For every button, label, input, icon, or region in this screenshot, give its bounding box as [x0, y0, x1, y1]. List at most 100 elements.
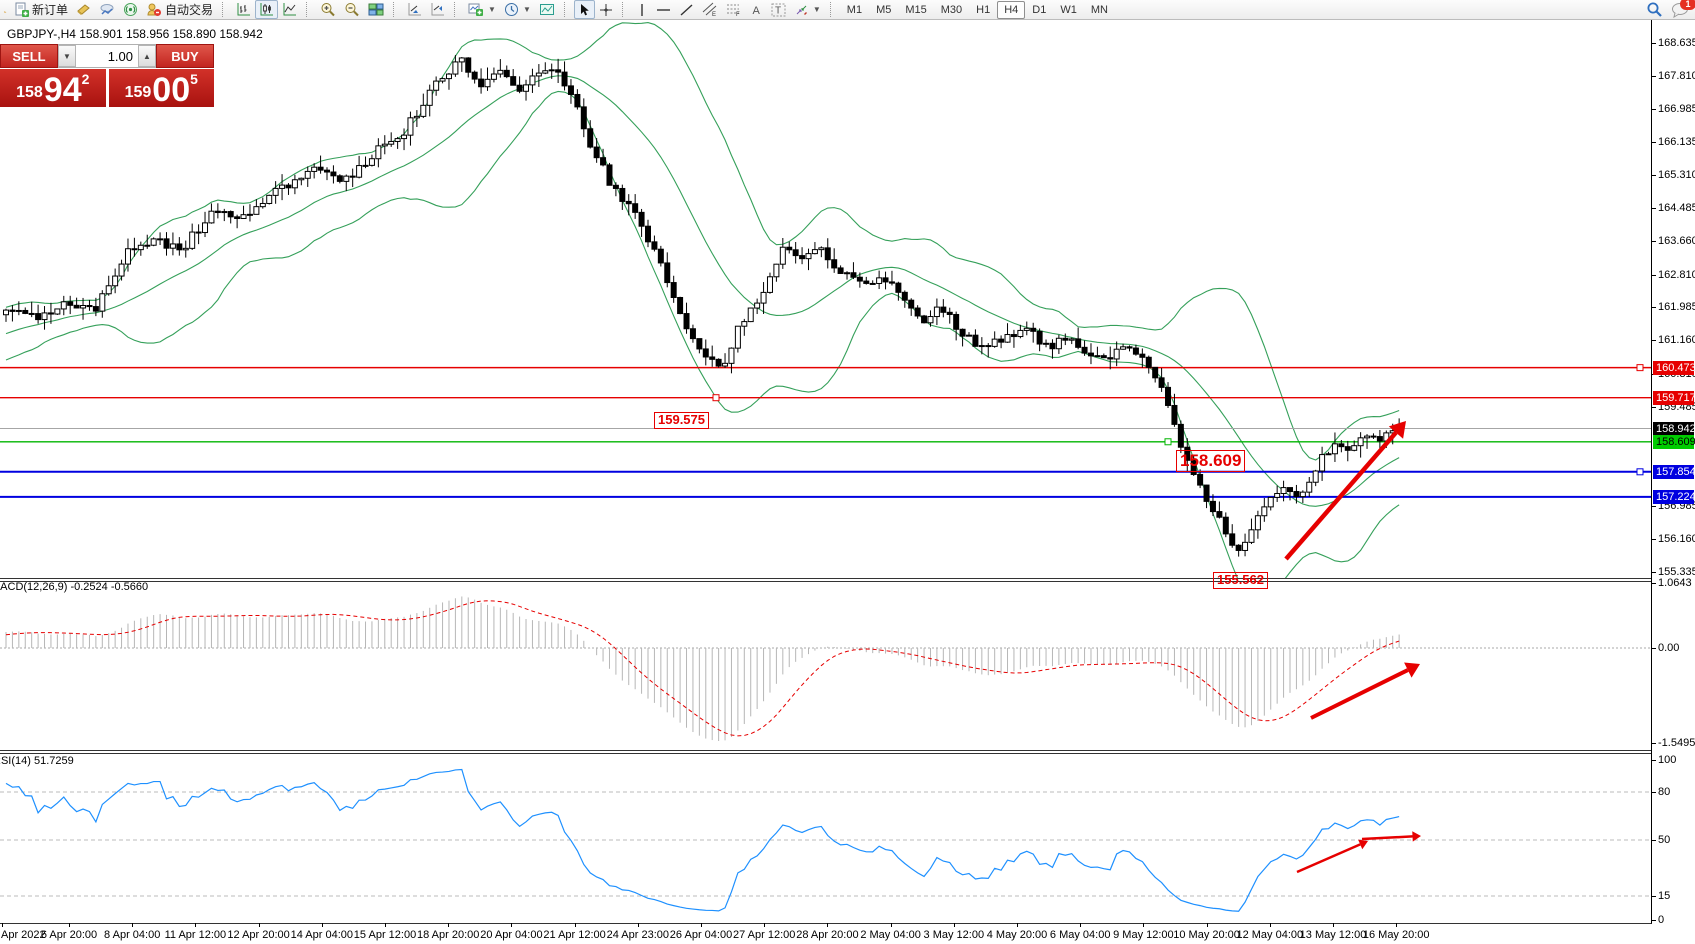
bar-chart-icon: [237, 3, 251, 16]
trend-arrow-main[interactable]: [1284, 431, 1398, 561]
vertical-line-button[interactable]: [632, 0, 652, 19]
time-label: 18 Apr 20:00: [416, 929, 480, 941]
template-icon: [539, 4, 554, 15]
signals-button[interactable]: [119, 0, 142, 19]
price-tick-161.160: 161.160: [1658, 334, 1695, 346]
axis-tick-mark: [1652, 43, 1656, 44]
toolbar-separator: [454, 2, 459, 17]
timeframe-H4[interactable]: H4: [997, 0, 1026, 19]
line-chart-button[interactable]: [278, 0, 301, 19]
new-order-button[interactable]: 新订单: [10, 0, 72, 19]
arrows-objects-button[interactable]: ▼: [790, 0, 825, 19]
channel-button[interactable]: E: [698, 0, 722, 19]
time-tick-mark: [195, 923, 197, 927]
time-tick-mark: [827, 923, 829, 927]
buy-price-pip: 5: [190, 71, 198, 87]
price-annotation-155.562[interactable]: 155.562: [1213, 572, 1268, 589]
dropdown-caret-icon: ▼: [522, 5, 531, 14]
text-label-icon: T: [771, 3, 786, 16]
macd-signal-line: [5, 600, 1400, 737]
price-chart-svg[interactable]: [0, 19, 1652, 925]
data-window-button[interactable]: [95, 0, 119, 19]
timeframe-H1[interactable]: H1: [976, 3, 991, 16]
crosshair-button[interactable]: [595, 0, 617, 19]
volume-decrease-button[interactable]: ▼: [58, 45, 76, 67]
macd-tick--1.5495: -1.5495: [1658, 737, 1695, 749]
trend-arrow-rsi-flat[interactable]: [1361, 835, 1413, 841]
svg-text:F: F: [736, 12, 740, 17]
volume-input[interactable]: [76, 45, 138, 67]
time-label: 15 Apr 12:00: [353, 929, 417, 941]
time-tick-mark: [1333, 923, 1334, 927]
volume-increase-button[interactable]: ▲: [138, 45, 156, 67]
hline-handle[interactable]: [1636, 364, 1644, 372]
hline-handle[interactable]: [1636, 468, 1644, 476]
time-label: 13 May 12:00: [1299, 929, 1367, 941]
clipped-icon: [2, 0, 10, 19]
time-label: 20 Apr 04:00: [480, 929, 543, 941]
new-order-label: 新订单: [32, 3, 69, 17]
time-label: 16 May 20:00: [1362, 929, 1430, 941]
toolbar-separator: [222, 2, 227, 17]
buy-button[interactable]: BUY: [156, 44, 214, 68]
timeframe-M15[interactable]: M15: [905, 3, 927, 16]
price-tick-165.310: 165.310: [1658, 169, 1695, 181]
macd-indicator-label: MACD(12,26,9) -0.2524 -0.5660: [0, 581, 149, 593]
axis-tick-mark: [1652, 760, 1656, 761]
cursor-button[interactable]: [573, 0, 595, 19]
trend-arrow-macd[interactable]: [1310, 668, 1409, 720]
price-annotation-158.609[interactable]: 158.609: [1176, 450, 1246, 472]
profiles-button[interactable]: [72, 0, 95, 19]
hline-handle[interactable]: [1164, 438, 1172, 446]
price-tick-155.335: 155.335: [1658, 566, 1695, 578]
zoom-out-button[interactable]: [340, 0, 364, 19]
time-tick-mark: [2, 923, 3, 927]
time-label: 10 May 20:00: [1173, 929, 1240, 941]
price-tick-162.810: 162.810: [1658, 269, 1695, 281]
trend-arrow-rsi-diag[interactable]: [1296, 843, 1361, 874]
price-axis[interactable]: 168.635 167.810 166.985 166.135 165.310 164.4…: [1652, 19, 1695, 926]
axis-tick-mark: [1652, 208, 1656, 209]
cloud-chart-icon: [100, 4, 114, 15]
search-button[interactable]: [1646, 1, 1663, 18]
time-axis[interactable]: Apr 2022 6 Apr 20:00 8 Apr 04:00 11 Apr 12:…: [0, 923, 1652, 944]
bar-chart-button[interactable]: [232, 0, 255, 19]
auto-scroll-button[interactable]: [403, 0, 426, 19]
timeframe-M1[interactable]: M1: [846, 3, 863, 16]
price-annotation-159.575[interactable]: 159.575: [654, 412, 709, 429]
macd-tick-1.0643: 1.0643: [1658, 577, 1692, 589]
timeframe-W1[interactable]: W1: [1060, 3, 1077, 16]
tile-windows-button[interactable]: [364, 0, 388, 19]
timeframe-M30[interactable]: M30: [940, 3, 963, 16]
zoom-in-button[interactable]: [316, 0, 340, 19]
buy-price-button[interactable]: 159 00 5: [108, 69, 214, 107]
time-label: 4 May 20:00: [986, 929, 1048, 941]
axis-tick-mark: [1652, 896, 1656, 897]
timeframe-M5[interactable]: M5: [876, 3, 892, 16]
chart-canvas[interactable]: GBPJPY-,H4 158.901 158.956 158.890 158.9…: [0, 19, 1652, 925]
autotrading-button[interactable]: 自动交易: [142, 0, 217, 19]
periods-button[interactable]: ▼: [500, 0, 535, 19]
timeframe-D1[interactable]: D1: [1032, 3, 1047, 16]
profile-icon: [77, 4, 90, 15]
trendline-button[interactable]: [675, 0, 698, 19]
add-indicator-button[interactable]: ▼: [464, 0, 500, 19]
chart-step-group: [401, 0, 451, 19]
axis-tick-mark: [1652, 920, 1656, 921]
chat-button[interactable]: 1: [1671, 0, 1695, 18]
horizontal-lines[interactable]: [0, 364, 1652, 498]
horizontal-line-button[interactable]: [652, 0, 675, 19]
sell-button[interactable]: SELL: [0, 44, 58, 68]
candlestick-chart-button[interactable]: [255, 0, 279, 19]
text-label-button[interactable]: T: [767, 0, 790, 19]
hline-handle[interactable]: [712, 394, 720, 402]
toolbar-separator: [393, 2, 398, 17]
sell-price-button[interactable]: 158 94 2: [0, 69, 106, 107]
timeframe-MN[interactable]: MN: [1090, 3, 1108, 16]
text-button[interactable]: A: [746, 0, 767, 19]
time-tick-mark: [1080, 923, 1082, 927]
chart-shift-button[interactable]: [426, 0, 449, 19]
trend-arrows[interactable]: [1284, 421, 1421, 874]
templates-button[interactable]: [535, 0, 559, 19]
fibonacci-button[interactable]: F: [722, 0, 746, 19]
